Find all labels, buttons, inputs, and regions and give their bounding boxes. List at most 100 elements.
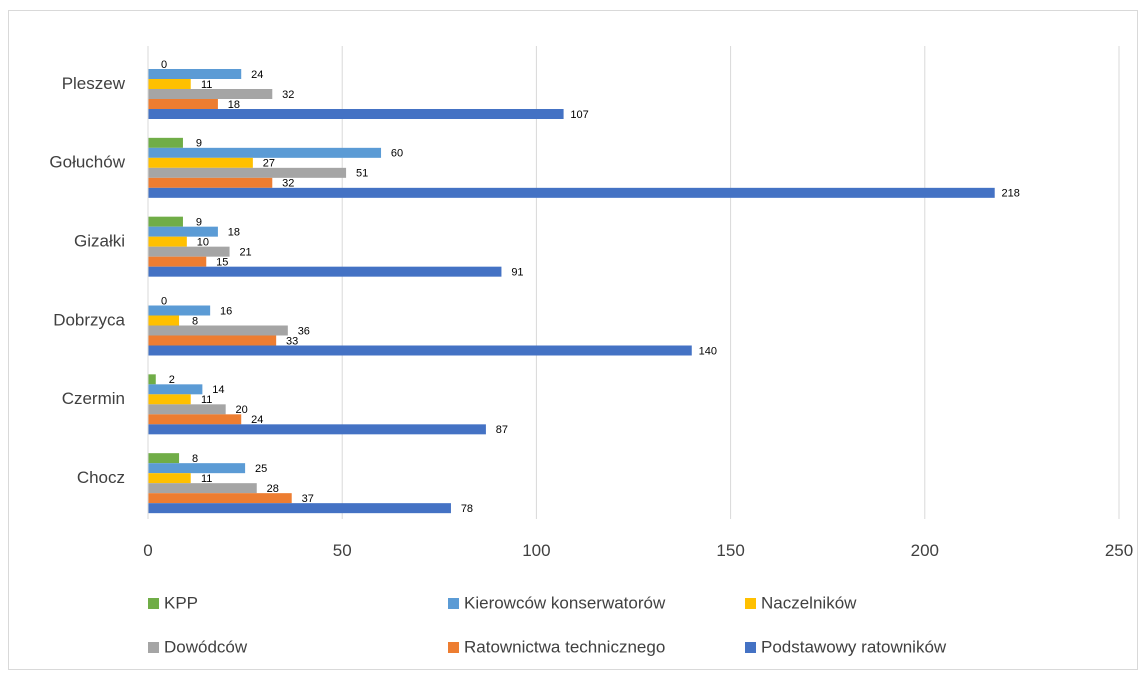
bar xyxy=(148,503,451,514)
bar xyxy=(148,79,191,89)
data-label: 11 xyxy=(201,79,212,91)
bar xyxy=(148,335,277,346)
data-label: 24 xyxy=(251,414,263,426)
data-label: 27 xyxy=(263,158,275,170)
data-label: 78 xyxy=(461,503,473,515)
data-label: 60 xyxy=(391,148,403,160)
data-label: 32 xyxy=(282,89,294,101)
bar xyxy=(148,463,246,474)
bars xyxy=(148,69,995,514)
bar xyxy=(148,473,191,484)
data-label: 32 xyxy=(282,178,294,190)
bar xyxy=(148,414,242,425)
bar xyxy=(148,256,207,267)
bar xyxy=(148,315,180,326)
x-tick-label: 100 xyxy=(522,541,550,560)
bar xyxy=(148,187,995,198)
legend-label: Podstawowy ratowników xyxy=(761,637,947,656)
legend-label: Dowódców xyxy=(164,637,248,656)
bar xyxy=(148,483,257,494)
bar xyxy=(148,305,211,316)
bar xyxy=(148,137,183,148)
bar xyxy=(148,424,486,435)
data-label: 91 xyxy=(511,267,523,279)
axes: 0 50 100 150 200 250PleszewGołuchówGizałkiDob… xyxy=(49,46,1133,560)
legend-swatch xyxy=(745,642,756,653)
category-label: Pleszew xyxy=(62,74,126,93)
data-label: 11 xyxy=(201,473,212,485)
category-label: Dobrzyca xyxy=(53,310,125,329)
bar xyxy=(148,177,273,188)
data-label: 24 xyxy=(251,69,263,81)
bar xyxy=(148,246,230,257)
legend-label: Kierowców konserwatorów xyxy=(464,593,666,612)
legend-swatch xyxy=(448,598,459,609)
data-label: 18 xyxy=(228,227,240,239)
data-label: 16 xyxy=(220,305,232,317)
bar xyxy=(148,325,288,336)
legend-swatch xyxy=(448,642,459,653)
bar xyxy=(148,374,156,385)
legend-swatch xyxy=(745,598,756,609)
legend-swatch xyxy=(148,642,159,653)
legend: KPP Kierowców konserwatorów Naczelników Dow… xyxy=(148,593,947,656)
category-label: Chocz xyxy=(77,468,125,487)
data-labels: 0 24 11 32 18 107 9 60 27 51 32 218 9 18 10 21 15 91 0 16 8 3… xyxy=(161,59,1020,515)
x-tick-label: 150 xyxy=(716,541,744,560)
bar xyxy=(148,384,203,395)
bar xyxy=(148,404,226,415)
bar xyxy=(148,266,502,277)
data-label: 8 xyxy=(192,315,198,327)
bar xyxy=(148,345,692,356)
data-label: 28 xyxy=(267,483,279,495)
category-label: Gołuchów xyxy=(49,153,125,172)
legend-label: Naczelników xyxy=(761,593,857,612)
legend-label: KPP xyxy=(164,593,198,612)
legend-label: Ratownictwa technicznego xyxy=(464,637,665,656)
data-label: 15 xyxy=(216,257,228,269)
bar xyxy=(148,226,218,237)
data-label: 218 xyxy=(1002,188,1020,200)
data-label: 140 xyxy=(699,345,717,357)
data-label: 0 xyxy=(161,295,167,307)
data-label: 0 xyxy=(161,59,167,71)
data-label: 107 xyxy=(570,109,588,121)
x-tick-label: 250 xyxy=(1105,541,1133,560)
bar xyxy=(148,453,180,464)
bar xyxy=(148,157,253,168)
data-label: 33 xyxy=(286,335,298,347)
bar xyxy=(148,147,382,158)
bar xyxy=(148,109,564,119)
data-label: 18 xyxy=(228,99,240,111)
x-tick-label: 0 xyxy=(143,541,152,560)
data-label: 9 xyxy=(196,138,202,150)
bar xyxy=(148,216,183,227)
x-tick-label: 200 xyxy=(911,541,939,560)
data-label: 25 xyxy=(255,463,267,475)
x-tick-label: 50 xyxy=(333,541,352,560)
data-label: 20 xyxy=(236,404,248,416)
data-label: 37 xyxy=(302,493,314,505)
data-label: 8 xyxy=(192,453,198,465)
bar xyxy=(148,236,187,247)
data-label: 51 xyxy=(356,168,368,180)
bar xyxy=(148,69,242,79)
bar xyxy=(148,493,292,504)
data-label: 9 xyxy=(196,217,202,229)
data-label: 14 xyxy=(212,384,224,396)
bar xyxy=(148,99,218,109)
bar xyxy=(148,394,191,405)
category-label: Czermin xyxy=(62,389,125,408)
data-label: 10 xyxy=(197,237,209,249)
data-label: 36 xyxy=(298,325,310,337)
data-label: 87 xyxy=(496,424,508,436)
data-label: 2 xyxy=(169,374,175,386)
data-label: 21 xyxy=(239,247,251,259)
bar xyxy=(148,167,347,178)
data-label: 11 xyxy=(201,394,212,406)
gridlines xyxy=(341,46,1120,519)
category-label: Gizałki xyxy=(74,232,125,251)
bar xyxy=(148,89,273,99)
legend-swatch xyxy=(148,598,159,609)
